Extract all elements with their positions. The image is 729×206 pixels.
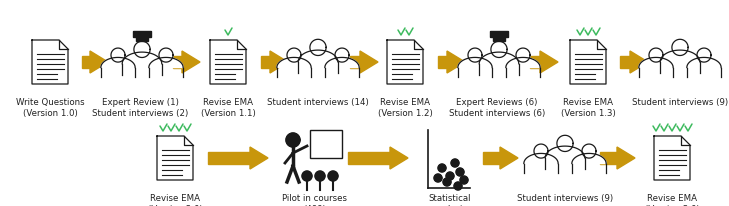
Polygon shape — [250, 147, 268, 169]
Text: Pilot in courses
(499): Pilot in courses (499) — [283, 194, 348, 206]
Text: Revise EMA
(Version 1.2): Revise EMA (Version 1.2) — [378, 98, 432, 118]
Polygon shape — [620, 56, 630, 68]
Polygon shape — [483, 152, 500, 164]
Text: Write Questions
(Version 1.0): Write Questions (Version 1.0) — [16, 98, 85, 118]
Polygon shape — [672, 39, 688, 55]
Polygon shape — [159, 48, 173, 62]
Polygon shape — [335, 48, 349, 62]
Polygon shape — [456, 168, 464, 176]
Polygon shape — [173, 56, 182, 68]
Polygon shape — [524, 153, 558, 164]
Polygon shape — [491, 41, 507, 57]
Polygon shape — [136, 37, 148, 41]
Polygon shape — [654, 136, 690, 180]
Polygon shape — [434, 174, 442, 182]
Polygon shape — [390, 147, 408, 169]
Polygon shape — [446, 172, 454, 180]
Polygon shape — [32, 40, 68, 84]
Polygon shape — [617, 147, 635, 169]
Polygon shape — [697, 48, 711, 62]
Polygon shape — [540, 51, 558, 73]
Polygon shape — [149, 57, 183, 68]
Polygon shape — [111, 48, 125, 62]
Text: Expert Review (1)
Student interviews (2): Expert Review (1) Student interviews (2) — [92, 98, 188, 118]
Polygon shape — [182, 51, 200, 73]
Polygon shape — [210, 40, 246, 84]
Polygon shape — [500, 147, 518, 169]
Polygon shape — [360, 51, 378, 73]
Polygon shape — [451, 159, 459, 167]
Polygon shape — [639, 57, 673, 68]
Polygon shape — [277, 57, 311, 68]
Polygon shape — [438, 164, 446, 172]
Polygon shape — [298, 50, 338, 62]
Polygon shape — [302, 171, 312, 181]
Polygon shape — [660, 50, 700, 62]
Polygon shape — [443, 178, 451, 186]
Polygon shape — [350, 56, 360, 68]
Polygon shape — [325, 57, 359, 68]
Polygon shape — [133, 31, 151, 37]
Text: Student interviews (14): Student interviews (14) — [267, 98, 369, 107]
Polygon shape — [310, 39, 326, 55]
Text: Expert Reviews (6)
Student interviews (6): Expert Reviews (6) Student interviews (6… — [449, 98, 545, 118]
Text: Revise EMA
(Version 3.0): Revise EMA (Version 3.0) — [644, 194, 699, 206]
Polygon shape — [557, 135, 573, 151]
Polygon shape — [454, 182, 462, 190]
Polygon shape — [348, 152, 390, 164]
Text: Revise EMA
(Version 1.3): Revise EMA (Version 1.3) — [561, 98, 615, 118]
Polygon shape — [157, 136, 193, 180]
Polygon shape — [438, 56, 447, 68]
Polygon shape — [287, 48, 301, 62]
Text: Student interviews (9): Student interviews (9) — [517, 194, 613, 203]
Text: Student interviews (9): Student interviews (9) — [632, 98, 728, 107]
Polygon shape — [270, 51, 288, 73]
Polygon shape — [328, 171, 338, 181]
Polygon shape — [460, 176, 468, 184]
Polygon shape — [82, 56, 90, 68]
Polygon shape — [387, 40, 423, 84]
Polygon shape — [208, 152, 250, 164]
Polygon shape — [687, 57, 721, 68]
Polygon shape — [630, 51, 648, 73]
Polygon shape — [122, 52, 162, 64]
Polygon shape — [315, 171, 325, 181]
Polygon shape — [572, 153, 606, 164]
Polygon shape — [534, 144, 548, 158]
Polygon shape — [506, 57, 540, 68]
Polygon shape — [582, 144, 596, 158]
Polygon shape — [600, 152, 617, 164]
Text: Revise EMA
(Version 2.0): Revise EMA (Version 2.0) — [148, 194, 203, 206]
Text: Statistical
analysis: Statistical analysis — [429, 194, 471, 206]
Polygon shape — [447, 51, 465, 73]
Polygon shape — [570, 40, 606, 84]
Polygon shape — [90, 51, 108, 73]
Polygon shape — [490, 31, 508, 37]
Text: Revise EMA
(Version 1.1): Revise EMA (Version 1.1) — [200, 98, 255, 118]
Bar — [310, 130, 342, 158]
Polygon shape — [468, 48, 482, 62]
Polygon shape — [101, 57, 135, 68]
Polygon shape — [545, 146, 585, 158]
Polygon shape — [458, 57, 492, 68]
Polygon shape — [134, 41, 150, 57]
Polygon shape — [649, 48, 663, 62]
Polygon shape — [479, 52, 519, 64]
Polygon shape — [261, 56, 270, 68]
Polygon shape — [516, 48, 530, 62]
Polygon shape — [530, 56, 540, 68]
Polygon shape — [493, 37, 505, 41]
Polygon shape — [286, 133, 300, 147]
